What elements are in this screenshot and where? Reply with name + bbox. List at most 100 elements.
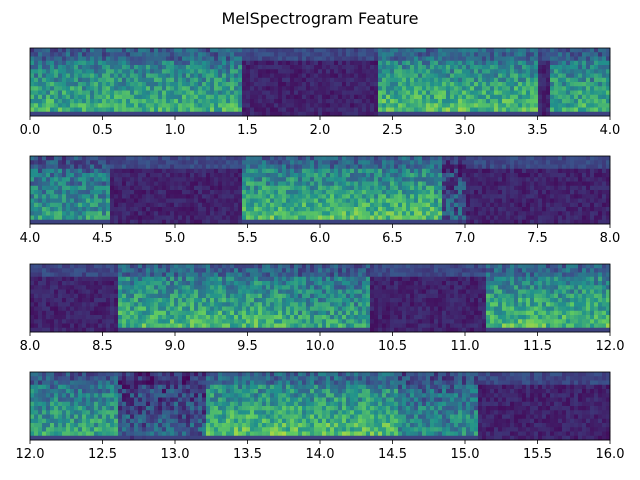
heatmap-cell <box>358 60 363 66</box>
heatmap-cell <box>202 219 207 225</box>
heatmap-cell <box>254 198 259 204</box>
heatmap-cell <box>242 90 247 96</box>
heatmap-cell <box>30 90 35 96</box>
heatmap-cell <box>222 90 227 96</box>
heatmap-cell <box>134 48 139 53</box>
heatmap-cell <box>274 211 279 216</box>
heatmap-cell <box>150 94 155 100</box>
heatmap-cell <box>38 276 43 282</box>
heatmap-cell <box>266 156 271 161</box>
heatmap-cell <box>566 219 571 225</box>
heatmap-cell <box>106 181 111 187</box>
heatmap-cell <box>458 177 463 182</box>
heatmap-cell <box>510 181 515 187</box>
heatmap-cell <box>342 99 347 104</box>
heatmap-cell <box>422 103 427 108</box>
heatmap-cell <box>310 69 315 74</box>
heatmap-cell <box>98 168 103 174</box>
heatmap-cell <box>310 77 315 83</box>
heatmap-cell <box>298 194 303 199</box>
heatmap-cell <box>78 306 83 312</box>
heatmap-cell <box>502 90 507 96</box>
heatmap-cell <box>226 99 231 104</box>
heatmap-cell <box>198 160 203 165</box>
heatmap-cell <box>306 90 311 96</box>
heatmap-cell <box>562 65 567 70</box>
heatmap-cell <box>206 107 211 113</box>
heatmap-cell <box>170 219 175 225</box>
heatmap-cell <box>518 181 523 187</box>
heatmap-cell <box>362 177 367 182</box>
heatmap-cell <box>54 264 59 269</box>
heatmap-cell <box>558 77 563 83</box>
heatmap-cell <box>550 73 555 79</box>
heatmap-cell <box>110 65 115 70</box>
heatmap-cell <box>538 190 543 195</box>
heatmap-cell <box>106 82 111 87</box>
heatmap-cell <box>214 111 219 117</box>
heatmap-cell <box>562 69 567 74</box>
heatmap-cell <box>98 276 103 282</box>
heatmap-cell <box>58 219 63 225</box>
heatmap-cell <box>598 185 603 191</box>
heatmap-cell <box>582 82 587 87</box>
heatmap-cell <box>114 156 119 161</box>
heatmap-cell <box>518 168 523 174</box>
heatmap-cell <box>106 111 111 117</box>
heatmap-cell <box>174 94 179 100</box>
heatmap-cell <box>198 86 203 91</box>
heatmap-cell <box>578 56 583 62</box>
heatmap-cell <box>402 177 407 182</box>
heatmap-cell <box>198 219 203 225</box>
heatmap-cell <box>534 211 539 216</box>
heatmap-cell <box>54 310 59 316</box>
heatmap-cell <box>470 99 475 104</box>
heatmap-cell <box>354 181 359 187</box>
heatmap-cell <box>214 52 219 57</box>
heatmap-cell <box>118 94 123 100</box>
heatmap-cell <box>458 207 463 212</box>
heatmap-cell <box>342 194 347 199</box>
heatmap-cell <box>486 86 491 91</box>
heatmap-cell <box>518 107 523 113</box>
heatmap-cell <box>66 164 71 170</box>
heatmap-cell <box>534 90 539 96</box>
heatmap-cell <box>470 111 475 117</box>
heatmap-cell <box>526 48 531 53</box>
heatmap-cell <box>46 215 51 221</box>
heatmap-cell <box>110 164 115 170</box>
heatmap-cell <box>370 215 375 221</box>
heatmap-cell <box>58 276 63 282</box>
heatmap-cell <box>434 52 439 57</box>
heatmap-cell <box>30 156 35 161</box>
heatmap-cell <box>70 202 75 208</box>
heatmap-cell <box>546 219 551 225</box>
heatmap-cell <box>566 111 571 117</box>
heatmap-cell <box>186 164 191 170</box>
heatmap-cell <box>190 202 195 208</box>
heatmap-cell <box>202 211 207 216</box>
heatmap-cell <box>426 202 431 208</box>
heatmap-cell <box>274 48 279 53</box>
heatmap-cell <box>546 156 551 161</box>
heatmap-cell <box>446 111 451 117</box>
heatmap-cell <box>38 94 43 100</box>
heatmap-cell <box>250 107 255 113</box>
heatmap-cell <box>526 207 531 212</box>
heatmap-cell <box>350 48 355 53</box>
heatmap-cell <box>574 90 579 96</box>
heatmap-cell <box>526 173 531 178</box>
heatmap-cell <box>78 56 83 62</box>
heatmap-cell <box>238 94 243 100</box>
heatmap-cell <box>554 177 559 182</box>
heatmap-cell <box>366 82 371 87</box>
heatmap-cell <box>34 268 39 273</box>
heatmap-cell <box>266 103 271 108</box>
heatmap-cell <box>338 103 343 108</box>
heatmap-cell <box>390 82 395 87</box>
heatmap-cell <box>498 177 503 182</box>
heatmap-cell <box>354 111 359 117</box>
heatmap-cell <box>466 65 471 70</box>
heatmap-cell <box>286 202 291 208</box>
heatmap-cell <box>450 190 455 195</box>
